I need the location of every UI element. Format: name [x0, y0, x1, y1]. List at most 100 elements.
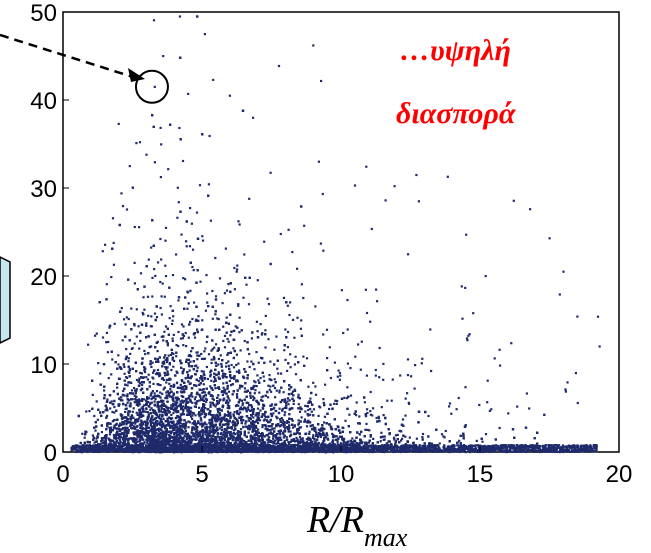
data-point — [187, 336, 190, 339]
data-point — [254, 389, 257, 392]
data-point — [253, 380, 256, 383]
data-point — [176, 441, 179, 444]
data-point — [252, 398, 255, 402]
data-point — [272, 412, 275, 415]
data-point — [164, 397, 167, 400]
data-point — [202, 405, 205, 408]
data-point — [93, 414, 96, 418]
data-point — [123, 365, 126, 368]
data-point — [136, 425, 139, 428]
data-point — [187, 302, 190, 305]
data-point — [368, 429, 371, 432]
data-point — [235, 370, 238, 373]
data-point — [201, 422, 204, 425]
data-point — [131, 421, 135, 424]
data-point — [289, 440, 292, 443]
data-point — [166, 359, 169, 362]
data-point — [106, 414, 109, 417]
data-point — [141, 311, 144, 314]
data-point — [259, 323, 262, 326]
data-point — [150, 345, 153, 348]
data-point — [177, 438, 180, 441]
data-point — [215, 427, 218, 431]
data-point — [326, 357, 329, 360]
data-point — [164, 359, 167, 362]
data-point — [225, 429, 228, 432]
data-point — [255, 430, 258, 433]
data-point — [206, 292, 209, 295]
data-point — [111, 410, 114, 414]
data-point — [107, 340, 110, 344]
data-point — [205, 423, 208, 426]
data-point — [180, 323, 184, 326]
data-point — [164, 275, 168, 278]
data-point — [165, 381, 168, 384]
data-point — [364, 428, 367, 431]
data-point — [344, 419, 347, 422]
data-point — [282, 425, 286, 428]
data-point — [180, 425, 183, 428]
data-point — [289, 430, 292, 433]
data-point — [223, 441, 226, 444]
data-point — [227, 364, 230, 367]
data-point — [246, 360, 249, 363]
data-point — [237, 439, 240, 442]
data-point — [225, 417, 228, 421]
data-point — [125, 423, 128, 426]
data-point — [146, 419, 149, 422]
data-point — [201, 379, 204, 382]
data-point — [238, 331, 241, 334]
data-point — [254, 425, 258, 428]
data-point — [443, 436, 446, 439]
data-point — [188, 421, 191, 424]
data-point — [201, 328, 204, 331]
data-point — [236, 268, 239, 271]
data-point — [141, 421, 144, 424]
data-point — [244, 422, 247, 425]
data-point — [211, 395, 214, 398]
data-point — [149, 408, 152, 411]
data-point — [126, 393, 129, 396]
data-point — [208, 418, 211, 422]
data-point — [179, 337, 183, 340]
data-point — [145, 401, 148, 404]
data-point — [246, 406, 250, 409]
data-point — [118, 432, 121, 435]
data-point — [172, 333, 175, 336]
data-point — [157, 430, 161, 433]
data-point — [184, 429, 187, 433]
data-point — [398, 429, 401, 432]
data-point — [143, 398, 146, 401]
data-point — [150, 398, 153, 401]
data-point — [169, 417, 172, 420]
data-point — [168, 411, 171, 414]
data-point — [140, 414, 143, 417]
data-point — [124, 419, 127, 423]
data-point — [351, 437, 354, 440]
data-point — [371, 414, 374, 417]
data-point — [134, 422, 137, 425]
data-point — [262, 407, 265, 410]
data-point — [110, 373, 113, 376]
data-point — [271, 432, 275, 435]
data-point — [275, 415, 278, 418]
data-point — [144, 434, 147, 437]
data-point — [147, 443, 150, 446]
data-point — [161, 426, 164, 429]
data-point — [133, 386, 136, 390]
data-point — [256, 374, 259, 377]
data-point — [146, 411, 149, 414]
data-point — [268, 432, 271, 435]
data-point — [282, 433, 285, 436]
data-point — [209, 427, 212, 430]
data-point — [171, 274, 175, 277]
data-point — [481, 440, 484, 443]
data-point — [211, 429, 214, 432]
data-point — [440, 433, 444, 436]
data-point — [314, 393, 318, 396]
data-point — [444, 429, 447, 433]
data-point — [305, 425, 309, 428]
data-point — [182, 334, 185, 337]
data-point — [209, 385, 212, 388]
data-point — [168, 382, 171, 385]
